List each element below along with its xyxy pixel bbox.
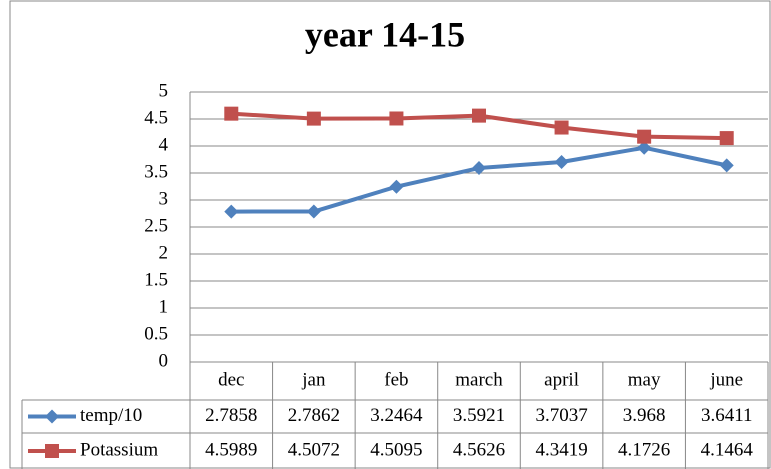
- y-tick-label: 4.5: [144, 107, 168, 128]
- data-point: [637, 140, 652, 155]
- y-tick-label: 1.5: [144, 269, 168, 290]
- x-tick-label: feb: [384, 369, 408, 390]
- y-tick-label: 3.5: [144, 161, 168, 182]
- table-value: 2.7862: [288, 405, 340, 426]
- table-value: 4.5072: [288, 439, 340, 460]
- legend-label: temp/10: [80, 405, 142, 426]
- x-tick-label: dec: [218, 369, 244, 390]
- table-value: 4.1464: [701, 439, 754, 460]
- y-tick-label: 2.5: [144, 215, 168, 236]
- data-point: [719, 131, 734, 146]
- y-tick-label: 4: [159, 134, 169, 155]
- chart-title: year 14-15: [305, 14, 465, 54]
- data-point: [224, 106, 239, 121]
- data-point: [306, 111, 321, 126]
- data-point: [554, 155, 569, 170]
- data-point: [306, 204, 321, 219]
- y-tick-label: 0: [159, 350, 169, 371]
- y-tick-label: 2: [159, 242, 169, 263]
- data-point: [554, 120, 569, 135]
- table-value: 4.1726: [618, 439, 670, 460]
- table-value: 4.5626: [453, 439, 505, 460]
- x-tick-label: march: [455, 369, 503, 390]
- table-value: 3.5921: [453, 405, 505, 426]
- data-point: [472, 161, 486, 176]
- x-tick-label: jan: [301, 369, 326, 390]
- data-point: [719, 158, 734, 173]
- data-point: [637, 129, 652, 144]
- table-value: 4.3419: [535, 439, 587, 460]
- x-tick-label: april: [544, 369, 579, 390]
- table-value: 4.5989: [205, 439, 257, 460]
- table-value: 3.2464: [370, 405, 423, 426]
- table-value: 3.7037: [535, 405, 587, 426]
- data-point: [224, 204, 239, 219]
- data-point: [389, 179, 404, 194]
- y-tick-label: 5: [159, 80, 169, 101]
- data-point: [389, 111, 404, 126]
- x-tick-label: june: [709, 369, 743, 390]
- legend-label: Potassium: [80, 439, 158, 460]
- legend-key-marker: [45, 444, 59, 458]
- x-tick-label: may: [628, 369, 661, 390]
- chart-frame: [9, 0, 771, 469]
- legend-key-marker: [45, 409, 59, 424]
- table-value: 3.6411: [701, 405, 753, 426]
- y-tick-label: 3: [159, 188, 169, 209]
- table-value: 4.5095: [370, 439, 422, 460]
- y-tick-label: 1: [159, 296, 169, 317]
- table-value: 3.968: [623, 405, 666, 426]
- y-tick-label: 0.5: [144, 323, 168, 344]
- table-value: 2.7858: [205, 405, 257, 426]
- data-point: [472, 108, 486, 123]
